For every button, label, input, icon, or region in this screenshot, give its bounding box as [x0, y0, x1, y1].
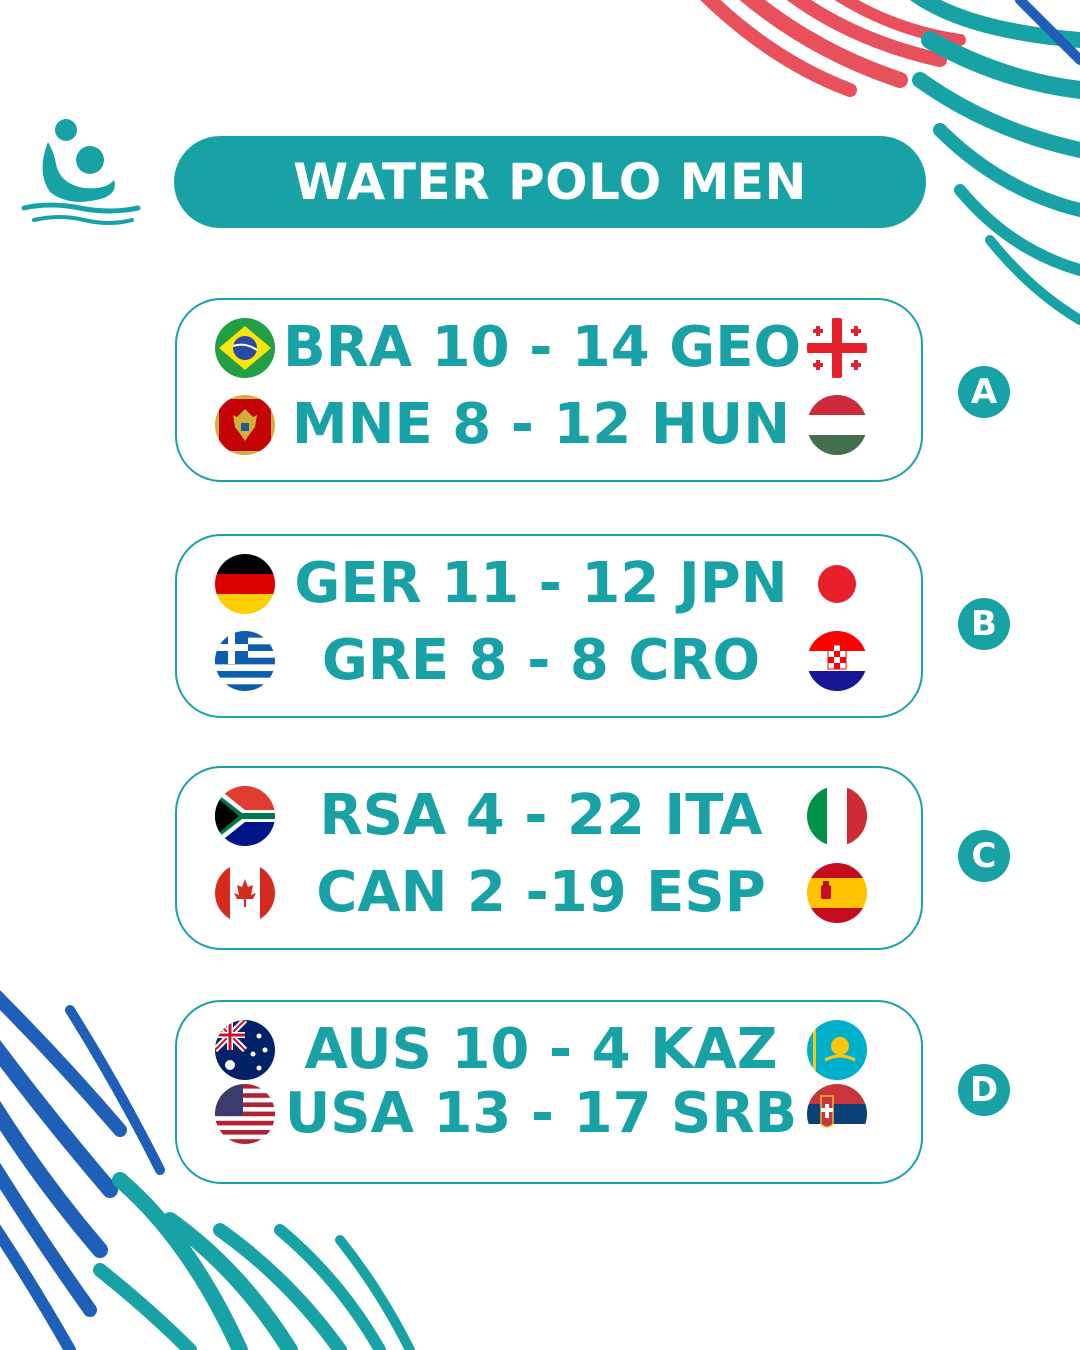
match-row: MNE 8 - 12 HUN — [211, 393, 867, 457]
hungary-flag-icon — [807, 395, 867, 455]
south-africa-flag-icon — [215, 786, 275, 846]
australia-flag-icon — [215, 1020, 275, 1080]
group-c-badge: C — [958, 830, 1010, 882]
japan-flag-icon — [807, 554, 867, 614]
match-row: RSA 4 - 22 ITA — [211, 784, 867, 848]
match-score: USA 13 - 17 SRB — [284, 1081, 798, 1146]
match-score: GER 11 - 12 JPN — [294, 551, 788, 616]
georgia-flag-icon — [807, 318, 867, 378]
canada-flag-icon — [215, 863, 275, 923]
decorative-waves-top — [660, 0, 1080, 330]
match-row: CAN 2 -19 ESP — [211, 861, 867, 925]
group-a-card: BRA 10 - 14 GEO MNE 8 - 12 HUN — [175, 298, 923, 482]
page-title: WATER POLO MEN — [293, 153, 807, 211]
group-d-badge: D — [958, 1064, 1010, 1116]
decorative-waves-bottom — [0, 980, 430, 1350]
group-b-card: GER 11 - 12 JPN GRE 8 - 8 CRO — [175, 534, 923, 718]
croatia-flag-icon — [807, 631, 867, 691]
brazil-flag-icon — [215, 318, 275, 378]
match-score: RSA 4 - 22 ITA — [319, 783, 763, 848]
italy-flag-icon — [807, 786, 867, 846]
match-score: MNE 8 - 12 HUN — [291, 392, 791, 457]
match-row: AUS 10 - 4 KAZ — [211, 1018, 867, 1082]
germany-flag-icon — [215, 554, 275, 614]
group-b-badge: B — [958, 598, 1010, 650]
match-row: GRE 8 - 8 CRO — [211, 629, 867, 693]
water-polo-player-icon — [20, 112, 142, 230]
group-c-card: RSA 4 - 22 ITA CAN 2 -19 ESP — [175, 766, 923, 950]
montenegro-flag-icon — [215, 395, 275, 455]
match-score: CAN 2 -19 ESP — [316, 860, 766, 925]
match-score: BRA 10 - 14 GEO — [283, 315, 802, 380]
title-banner: WATER POLO MEN — [174, 136, 926, 228]
match-score: GRE 8 - 8 CRO — [321, 628, 761, 693]
match-score: AUS 10 - 4 KAZ — [304, 1017, 778, 1082]
match-row: GER 11 - 12 JPN — [211, 552, 867, 616]
match-row: USA 13 - 17 SRB — [211, 1082, 867, 1146]
match-row: BRA 10 - 14 GEO — [211, 316, 867, 380]
kazakhstan-flag-icon — [807, 1020, 867, 1080]
group-d-card: AUS 10 - 4 KAZ USA 13 - 17 SRB — [175, 1000, 923, 1184]
group-a-badge: A — [958, 366, 1010, 418]
serbia-flag-icon — [807, 1084, 867, 1144]
greece-flag-icon — [215, 631, 275, 691]
spain-flag-icon — [807, 863, 867, 923]
usa-flag-icon — [215, 1084, 275, 1144]
